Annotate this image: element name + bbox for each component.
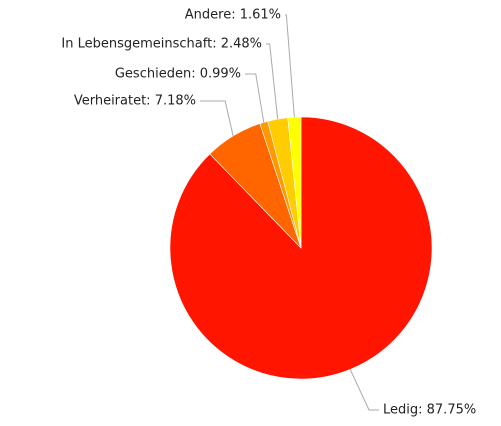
leader-line <box>349 369 379 411</box>
data-label: Andere: 1.61% <box>185 8 281 23</box>
data-label: Verheiratet: 7.18% <box>74 94 196 109</box>
data-label: Ledig: 87.75% <box>383 403 476 418</box>
data-label: Geschieden: 0.99% <box>115 67 241 82</box>
leader-line <box>285 14 295 118</box>
leader-line <box>200 100 234 137</box>
data-label: In Lebensgemeinschaft: 2.48% <box>61 37 262 52</box>
leader-line <box>266 43 279 120</box>
pie-slice <box>287 116 302 249</box>
leader-line <box>245 73 265 123</box>
